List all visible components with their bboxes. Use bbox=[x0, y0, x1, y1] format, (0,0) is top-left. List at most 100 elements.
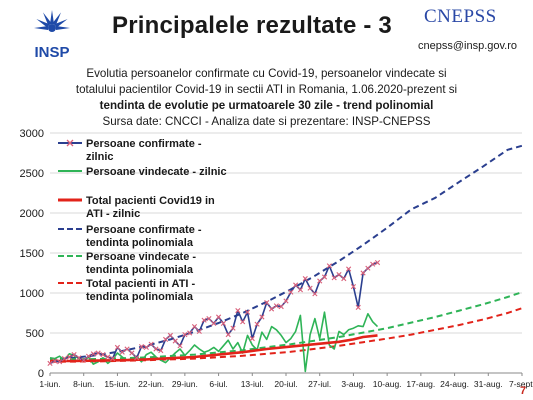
data-point bbox=[110, 356, 116, 362]
y-tick-label: 2000 bbox=[20, 208, 44, 220]
legend-label: Persoane vindecate -tendinta polinomiala bbox=[86, 251, 196, 276]
data-point bbox=[187, 330, 193, 336]
data-point bbox=[235, 308, 241, 314]
series-line-4 bbox=[49, 291, 523, 361]
data-point bbox=[61, 356, 68, 362]
data-point bbox=[215, 314, 222, 320]
x-tick-label: 15-iun. bbox=[104, 379, 130, 389]
data-point bbox=[374, 260, 381, 266]
data-point bbox=[230, 325, 236, 331]
data-point bbox=[143, 344, 149, 350]
page-title: Principalele rezultate - 3 bbox=[112, 12, 392, 39]
data-point bbox=[336, 272, 342, 278]
y-tick-label: 500 bbox=[26, 328, 44, 340]
data-point bbox=[302, 276, 308, 282]
legend-entry-1: Persoane vindecate - zilnic bbox=[58, 166, 227, 178]
data-point bbox=[312, 291, 318, 297]
x-tick-label: 6-iul. bbox=[209, 379, 227, 389]
data-point bbox=[47, 360, 53, 366]
cnepss-logo: CNEPSS cnepss@insp.gov.ro bbox=[418, 6, 524, 52]
data-point bbox=[52, 358, 58, 364]
subtitle-line-1: Evolutia persoanelor confirmate cu Covid… bbox=[86, 67, 447, 80]
data-point bbox=[293, 282, 299, 288]
data-point bbox=[240, 319, 246, 325]
insp-emblem-icon bbox=[34, 10, 70, 32]
x-tick-label: 1-iun. bbox=[39, 379, 60, 389]
y-tick-label: 3000 bbox=[20, 128, 44, 140]
data-point bbox=[365, 265, 371, 271]
x-tick-label: 27-iul. bbox=[308, 379, 331, 389]
legend-label: Total pacienti Covid19 in ATI - zilnic bbox=[86, 195, 215, 220]
y-axis: 0 500 1000 1500 2000 2500 3000 bbox=[20, 128, 44, 380]
data-point bbox=[129, 350, 135, 356]
subtitle-line-3: tendinta de evolutie pe urmatoarele 30 z… bbox=[99, 99, 434, 112]
data-point bbox=[249, 336, 255, 342]
data-point bbox=[177, 343, 183, 349]
data-point bbox=[153, 346, 159, 352]
data-point bbox=[360, 270, 366, 276]
data-point bbox=[172, 338, 178, 344]
data-point bbox=[71, 352, 77, 358]
subtitle-line-2: totalului pacientilor Covid-19 in sectii… bbox=[75, 83, 458, 96]
x-tick-label: 17-aug. bbox=[406, 379, 435, 389]
insp-logo-text: INSP bbox=[34, 44, 70, 61]
data-point bbox=[225, 332, 231, 338]
y-tick-label: 2500 bbox=[20, 168, 44, 180]
data-point bbox=[264, 300, 270, 306]
data-point bbox=[105, 354, 111, 360]
data-point bbox=[95, 350, 101, 356]
data-point bbox=[163, 336, 169, 342]
x-tick-label: 24-aug. bbox=[440, 379, 469, 389]
data-point bbox=[341, 276, 347, 282]
data-point bbox=[134, 355, 140, 361]
y-tick-label: 1500 bbox=[20, 248, 44, 260]
data-point bbox=[307, 285, 313, 291]
data-point bbox=[119, 349, 125, 355]
data-point bbox=[85, 353, 92, 359]
data-point bbox=[124, 346, 130, 352]
legend-label: Total pacienti in ATI -tendinta polinomi… bbox=[86, 278, 196, 303]
data-point bbox=[148, 341, 154, 347]
y-tick-label: 0 bbox=[38, 368, 44, 380]
data-point bbox=[66, 354, 72, 360]
x-tick-label: 20-iul. bbox=[274, 379, 297, 389]
data-point bbox=[370, 261, 376, 267]
data-point bbox=[100, 352, 106, 358]
y-tick-label: 1000 bbox=[20, 288, 44, 300]
data-point bbox=[211, 320, 217, 326]
data-point bbox=[355, 304, 361, 310]
x-tick-label: 13-iul. bbox=[241, 379, 264, 389]
x-axis: 1-iun. 8-iun. 15-iun. 22-iun. 29-iun. 6-iul. 1… bbox=[39, 372, 533, 389]
data-point bbox=[167, 332, 173, 338]
data-point bbox=[206, 316, 212, 322]
data-point bbox=[220, 320, 226, 326]
legend-entry-3: Persoane confirmate -tendinta polinomial… bbox=[58, 224, 202, 249]
data-point bbox=[346, 266, 352, 272]
page-number: 7 bbox=[520, 385, 527, 397]
data-point bbox=[259, 314, 265, 320]
data-point bbox=[191, 324, 198, 330]
legend-label: Persoane confirmate -tendinta polinomial… bbox=[86, 224, 202, 249]
legend-label: Persoane vindecate - zilnic bbox=[86, 166, 227, 178]
data-point bbox=[297, 287, 304, 293]
x-tick-label: 3-aug. bbox=[341, 379, 365, 389]
subtitle-line-4: Sursa date: CNCCI - Analiza date si prez… bbox=[102, 115, 431, 128]
legend-entry-4: Persoane vindecate -tendinta polinomiala bbox=[58, 251, 196, 276]
data-point bbox=[76, 355, 82, 361]
data-point bbox=[288, 289, 294, 295]
data-point bbox=[350, 284, 357, 290]
series-lines bbox=[47, 144, 523, 373]
series-line-3 bbox=[49, 144, 523, 361]
data-point bbox=[254, 321, 260, 327]
legend-entry-5: Total pacienti in ATI -tendinta polinomi… bbox=[58, 278, 196, 303]
insp-logo: INSP bbox=[14, 6, 90, 62]
data-point bbox=[321, 274, 328, 280]
data-point bbox=[182, 332, 188, 338]
data-point bbox=[278, 304, 284, 310]
x-tick-label: 29-iun. bbox=[172, 379, 198, 389]
legend-entry-0: Persoane confirmate -zilnic bbox=[58, 138, 202, 163]
data-point bbox=[201, 317, 207, 323]
data-point bbox=[114, 344, 121, 350]
data-point bbox=[90, 351, 96, 357]
